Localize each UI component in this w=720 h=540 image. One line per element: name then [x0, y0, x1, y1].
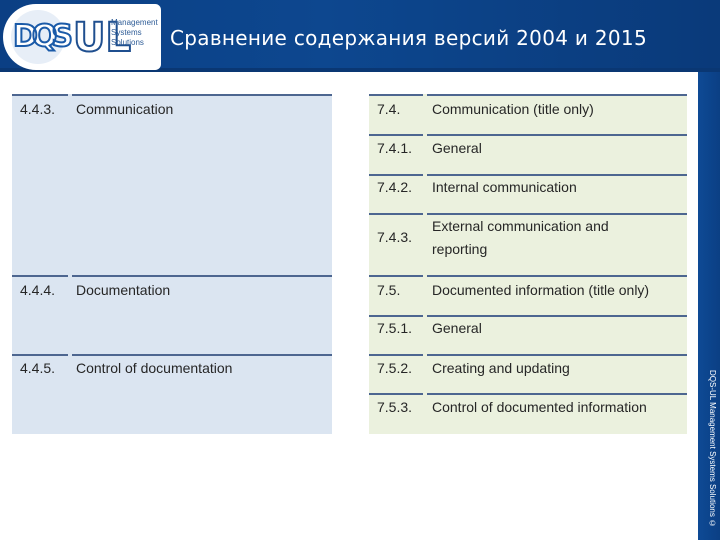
- clause-number: 7.4.1.: [377, 140, 413, 156]
- clause-title: General: [432, 320, 482, 336]
- row-divider: [12, 354, 68, 356]
- clause-title: Communication: [76, 101, 174, 117]
- side-bar: [698, 72, 720, 540]
- header-bar: DQS UL Management Systems Solutions Срав…: [0, 0, 720, 72]
- iso-2015-table: 7.4. Communication (title only) 7.4.1. G…: [369, 94, 687, 434]
- header-divider: [0, 68, 720, 72]
- ums-line: Systems: [111, 28, 142, 37]
- clause-number: 4.4.5.: [20, 360, 56, 376]
- row-divider: [427, 94, 687, 96]
- row-divider: [369, 134, 423, 136]
- row-divider: [427, 354, 687, 356]
- row-divider: [369, 174, 423, 176]
- clause-title: Documentation: [76, 282, 171, 298]
- clause-number: 4.4.3.: [20, 101, 56, 117]
- clause-title-continued: reporting: [432, 241, 488, 257]
- row-divider: [427, 393, 687, 395]
- row-divider: [427, 134, 687, 136]
- ums-logo-text: Management Systems Solutions: [111, 18, 161, 48]
- clause-number: 7.5.1.: [377, 320, 413, 336]
- iso-2004-table: 4.4.3. Communication 4.4.4. Documentatio…: [12, 94, 332, 434]
- slide-title: Сравнение содержания версий 2004 и 2015: [170, 26, 647, 50]
- ums-line: Solutions: [111, 38, 144, 47]
- row-divider: [72, 354, 332, 356]
- row-divider: [72, 275, 332, 277]
- row-divider: [369, 393, 423, 395]
- ul-logo-text: UL: [72, 14, 132, 62]
- row-divider: [72, 94, 332, 96]
- clause-number: 7.5.: [377, 282, 401, 298]
- globe-icon: [11, 10, 65, 64]
- row-divider: [427, 275, 687, 277]
- copyright-text: DQS-UL Management Systems Solutions ©: [708, 370, 717, 529]
- clause-number: 7.4.2.: [377, 179, 413, 195]
- row-divider: [12, 94, 68, 96]
- row-divider: [12, 275, 68, 277]
- row-divider: [369, 315, 423, 317]
- row-divider: [427, 213, 687, 215]
- clause-number: 7.4.: [377, 101, 401, 117]
- clause-title: Communication (title only): [432, 101, 594, 117]
- row-divider: [427, 174, 687, 176]
- row-divider: [369, 275, 423, 277]
- clause-title: Control of documented information: [432, 399, 647, 415]
- clause-title: External communication and: [432, 218, 609, 234]
- company-logo: DQS UL Management Systems Solutions: [3, 4, 161, 70]
- clause-number: 7.5.2.: [377, 360, 413, 376]
- dqs-logo-text: DQS: [12, 19, 74, 55]
- row-divider: [369, 213, 423, 215]
- clause-number: 7.5.3.: [377, 399, 413, 415]
- clause-title: General: [432, 140, 482, 156]
- clause-title: Creating and updating: [432, 360, 570, 376]
- row-divider: [369, 94, 423, 96]
- clause-number: 7.4.3.: [377, 229, 413, 245]
- row-divider: [369, 354, 423, 356]
- clause-title: Control of documentation: [76, 360, 233, 376]
- row-divider: [427, 315, 687, 317]
- clause-title: Documented information (title only): [432, 282, 650, 298]
- clause-title: Internal communication: [432, 179, 577, 195]
- clause-number: 4.4.4.: [20, 282, 56, 298]
- ums-line: Management: [111, 18, 158, 27]
